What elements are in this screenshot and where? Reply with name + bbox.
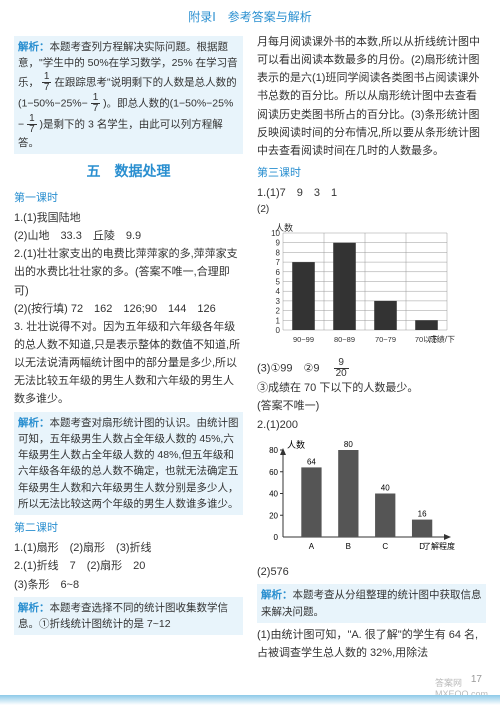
answer-line: 2.(1)折线 7 (2)扇形 20 bbox=[14, 557, 243, 575]
svg-text:5: 5 bbox=[276, 277, 281, 286]
answer-line: 3. 壮壮说得不对。因为五年级和六年级各年级的总人数不知道,只是表示整体的数值不… bbox=[14, 318, 243, 409]
svg-text:40: 40 bbox=[269, 489, 278, 498]
explain-text: 本题考查对扇形统计图的认识。由统计图可知，五年级男生人数占全年级人数的 45%,… bbox=[18, 417, 239, 510]
page-header: 附录Ⅰ 参考答案与解析 bbox=[14, 8, 486, 25]
svg-text:6: 6 bbox=[276, 268, 281, 277]
explain-box-2: 解析：本题考查对扇形统计图的认识。由统计图可知，五年级男生人数占全年级人数的 4… bbox=[14, 412, 243, 516]
svg-text:7: 7 bbox=[276, 258, 281, 267]
svg-text:8: 8 bbox=[276, 248, 281, 257]
lesson-3-title: 第三课时 bbox=[257, 164, 486, 182]
answer-line: ③成绩在 70 下以下的人数最少。 bbox=[257, 379, 486, 397]
frac-den: 7 bbox=[42, 83, 52, 93]
frac-den: 7 bbox=[27, 125, 37, 135]
lesson-1-title: 第一课时 bbox=[14, 189, 243, 207]
lesson-2-title: 第二课时 bbox=[14, 519, 243, 537]
answer-text: (3)①99 ②9 bbox=[257, 363, 331, 375]
answer-line: (1)由统计图可知，"A. 很了解"的学生有 64 名,占被调查学生总人数的 3… bbox=[257, 626, 486, 662]
paragraph: 月每月阅读课外书的本数,所以从折线统计图中可以看出阅读本数最多的月份。(2)扇形… bbox=[257, 33, 486, 160]
answer-line: 2.(1)200 bbox=[257, 416, 486, 434]
explain-box-1: 解析：本题考查列方程解决实际问题。根据题意，"学生中的 50%在学习数学，25%… bbox=[14, 36, 243, 154]
svg-text:2: 2 bbox=[276, 306, 281, 315]
explain-text: )是剩下的 3 名学生，由此可以列方程解答。 bbox=[18, 118, 223, 149]
svg-text:成绩/下: 成绩/下 bbox=[429, 334, 455, 344]
footer-decoration bbox=[0, 695, 500, 705]
svg-text:90~99: 90~99 bbox=[293, 335, 314, 344]
answer-line: (3)①99 ②9 920 bbox=[257, 358, 486, 379]
svg-text:B: B bbox=[346, 542, 351, 551]
svg-text:1: 1 bbox=[276, 316, 281, 325]
answer-line: (2)(按行填) 72 162 126;90 144 126 bbox=[14, 300, 243, 318]
svg-text:40: 40 bbox=[381, 483, 390, 492]
answer-line: 1.(1)我国陆地 bbox=[14, 209, 243, 227]
section-5-title: 五 数据处理 bbox=[14, 160, 243, 183]
svg-text:70~79: 70~79 bbox=[375, 335, 396, 344]
explain-box-4: 解析：本题考查从分组整理的统计图中获取信息来解决问题。 bbox=[257, 584, 486, 623]
svg-text:0: 0 bbox=[274, 533, 279, 542]
explain-text: 本题考查选择不同的统计图收集数学信息。①折线统计图统计的是 7~12 bbox=[18, 602, 228, 630]
chart1-svg: 012345678910人数90~9980~8970~7970以下成绩/下 bbox=[257, 223, 457, 348]
explain-label: 解析： bbox=[18, 417, 50, 429]
chart2-svg: 204060800人数64A80B40C16D了解程度 bbox=[257, 438, 457, 553]
answer-line: (答案不唯一) bbox=[257, 397, 486, 415]
bar-chart-1: 012345678910人数90~9980~8970~7970以下成绩/下 bbox=[257, 223, 486, 355]
answer-line: 1.(1)扇形 (2)扇形 (3)折线 bbox=[14, 539, 243, 557]
svg-text:20: 20 bbox=[269, 511, 278, 520]
explain-label: 解析： bbox=[18, 41, 50, 53]
explain-text: 本题考查从分组整理的统计图中获取信息来解决问题。 bbox=[261, 589, 482, 617]
svg-text:60: 60 bbox=[269, 467, 278, 476]
explain-label: 解析： bbox=[261, 589, 293, 601]
svg-text:3: 3 bbox=[276, 297, 281, 306]
frac-den: 20 bbox=[334, 369, 349, 379]
answer-line: (3)条形 6~8 bbox=[14, 576, 243, 594]
answer-line: 2.(1)壮壮家支出的电费比萍萍家的多,萍萍家支出的水费比壮壮家的多。(答案不唯… bbox=[14, 245, 243, 299]
svg-text:16: 16 bbox=[418, 509, 427, 518]
right-column: 月每月阅读课外书的本数,所以从折线统计图中可以看出阅读本数最多的月份。(2)扇形… bbox=[257, 33, 486, 662]
svg-text:80: 80 bbox=[344, 440, 353, 449]
frac-num: 1 bbox=[42, 72, 52, 83]
answer-line: (2) bbox=[257, 202, 486, 219]
svg-text:C: C bbox=[382, 542, 388, 551]
svg-text:人数: 人数 bbox=[287, 439, 305, 450]
frac-den: 7 bbox=[91, 104, 101, 114]
svg-text:A: A bbox=[309, 542, 315, 551]
watermark-text: 答案网 bbox=[435, 678, 462, 688]
frac-num: 1 bbox=[27, 114, 37, 125]
left-column: 解析：本题考查列方程解决实际问题。根据题意，"学生中的 50%在学习数学，25%… bbox=[14, 33, 243, 662]
answer-line: (2)576 bbox=[257, 563, 486, 581]
svg-text:了解程度: 了解程度 bbox=[423, 541, 455, 551]
explain-box-3: 解析：本题考查选择不同的统计图收集数学信息。①折线统计图统计的是 7~12 bbox=[14, 597, 243, 636]
svg-text:4: 4 bbox=[276, 287, 281, 296]
svg-text:80~89: 80~89 bbox=[334, 335, 355, 344]
svg-text:9: 9 bbox=[276, 238, 281, 247]
svg-text:64: 64 bbox=[307, 457, 316, 466]
svg-text:人数: 人数 bbox=[275, 223, 293, 233]
answer-line: 1.(1)7 9 3 1 bbox=[257, 184, 486, 202]
svg-text:0: 0 bbox=[276, 326, 281, 335]
svg-text:80: 80 bbox=[269, 446, 278, 455]
explain-label: 解析： bbox=[18, 602, 50, 614]
answer-line: (2)山地 33.3 丘陵 9.9 bbox=[14, 227, 243, 245]
bar-chart-2: 204060800人数64A80B40C16D了解程度 bbox=[257, 438, 486, 560]
frac-num: 1 bbox=[91, 93, 101, 104]
